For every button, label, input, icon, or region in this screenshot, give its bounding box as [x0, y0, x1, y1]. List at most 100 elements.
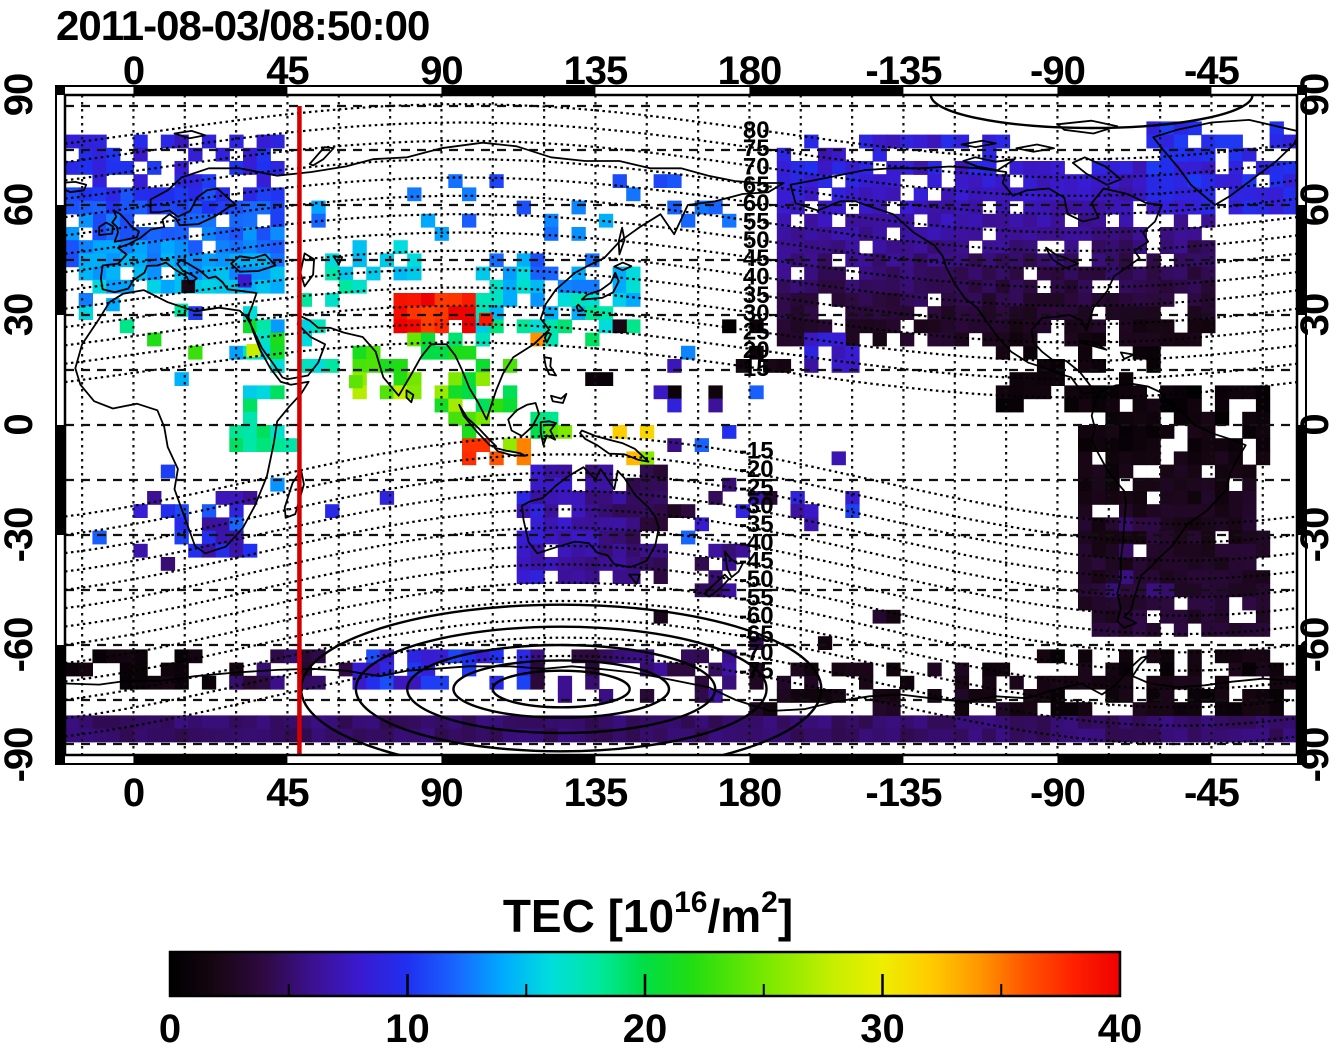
tec-cell	[831, 345, 846, 360]
tec-cell	[817, 715, 833, 730]
tec-cell	[585, 543, 600, 558]
tec-cell	[1160, 570, 1175, 584]
tec-cell	[133, 174, 148, 188]
tec-cell	[201, 675, 217, 690]
tec-cell	[626, 319, 641, 334]
tec-cell	[420, 345, 436, 360]
tec-cell	[1242, 715, 1257, 730]
tec-cell	[845, 491, 860, 505]
tec-cell	[927, 227, 942, 241]
tec-cell	[462, 451, 477, 466]
tec-cell	[995, 213, 1011, 228]
tec-cell	[1050, 715, 1065, 730]
tec-cell	[968, 213, 983, 228]
tec-cell	[1201, 240, 1216, 254]
tec-cell	[817, 279, 833, 294]
tec-cell	[448, 293, 463, 307]
frame-band-top	[903, 86, 1058, 95]
tec-cell	[174, 715, 189, 730]
tec-cell	[872, 279, 887, 294]
tec-cell	[1132, 530, 1147, 545]
tec-cell	[941, 227, 956, 241]
tec-cell	[106, 187, 121, 202]
tec-cell	[366, 266, 381, 281]
tec-cell	[859, 293, 874, 307]
tec-cell	[1173, 557, 1189, 571]
tec-cell	[338, 715, 354, 730]
tec-cell	[1036, 187, 1052, 202]
tec-cell	[1023, 200, 1038, 215]
tec-cell	[776, 187, 792, 202]
tec-cell	[1146, 702, 1161, 716]
contour-maglat-north	[65, 231, 1297, 289]
tec-cell	[133, 134, 148, 149]
frame-band-left	[56, 425, 65, 535]
tec-cell	[886, 293, 901, 307]
tec-cell	[927, 319, 942, 334]
tec-cell	[749, 675, 764, 690]
coastline-great_lakes	[1044, 246, 1079, 269]
tec-cell	[407, 266, 422, 281]
tec-cell	[1201, 293, 1216, 307]
tec-cell	[215, 715, 230, 730]
tec-cell	[1173, 411, 1189, 426]
tec-cell	[995, 319, 1011, 334]
tec-cell	[626, 293, 641, 307]
tec-cell	[1105, 293, 1120, 307]
tec-cell	[1078, 675, 1093, 690]
tec-cell	[1119, 279, 1134, 294]
tec-cell	[667, 398, 682, 413]
tec-cell	[1269, 728, 1284, 743]
tec-cell	[1119, 451, 1134, 466]
tec-cell	[1187, 570, 1202, 584]
tec-cell	[1187, 451, 1202, 466]
tec-cell	[1036, 649, 1052, 664]
tec-cell	[1064, 306, 1079, 320]
lon-axis-label-top: 90	[420, 49, 463, 93]
tec-cell	[1146, 675, 1161, 690]
tec-cell	[352, 345, 367, 360]
tec-cell	[92, 213, 107, 228]
tec-cell	[1132, 174, 1147, 188]
tec-cell	[133, 649, 148, 664]
contour-label: 15	[743, 355, 770, 382]
tec-cell	[147, 187, 162, 202]
tec-cell	[913, 187, 928, 202]
tec-cell	[612, 715, 627, 730]
tec-cell	[160, 557, 176, 571]
tec-cell	[804, 293, 819, 307]
tec-cell	[845, 345, 860, 360]
tec-cell	[243, 398, 258, 413]
contour-label: 80	[743, 117, 770, 144]
tec-cell	[612, 504, 627, 518]
tec-cell	[886, 306, 901, 320]
tec-cell	[516, 319, 531, 334]
tec-cell	[1119, 557, 1134, 571]
tec-cell	[804, 213, 819, 228]
tec-cell	[913, 227, 928, 241]
tec-cell	[1214, 596, 1230, 611]
tec-cell	[1173, 187, 1189, 202]
tec-cell	[393, 266, 408, 281]
tec-cell	[817, 636, 833, 650]
tec-cell	[407, 306, 422, 320]
tec-cell	[1132, 477, 1147, 492]
tec-cell	[1187, 662, 1202, 677]
tec-cell	[995, 702, 1011, 716]
tec-cell	[941, 134, 956, 149]
tec-cell	[1119, 174, 1134, 188]
tec-cell	[1023, 293, 1038, 307]
tec-cell	[92, 728, 107, 743]
tec-cell	[256, 227, 271, 241]
tec-cell	[1187, 227, 1202, 241]
tec-cell	[1242, 543, 1257, 558]
tec-cell	[900, 728, 915, 743]
tec-cell	[1023, 174, 1038, 188]
tec-cell	[1036, 319, 1052, 334]
tec-cell	[434, 345, 449, 360]
tec-cell	[776, 213, 792, 228]
tec-cell	[1214, 609, 1230, 624]
tec-cell	[886, 187, 901, 202]
contour-maglat-north	[65, 249, 1297, 307]
tec-cell	[982, 306, 997, 320]
